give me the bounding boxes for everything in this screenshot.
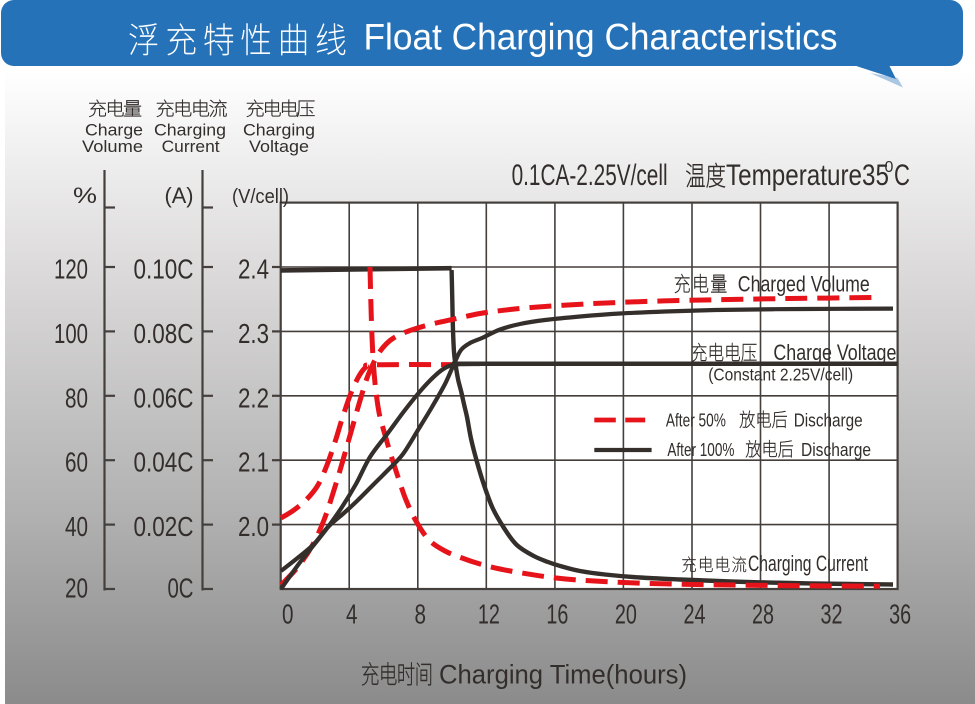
svg-text:16: 16 — [546, 599, 568, 630]
svg-text:40: 40 — [65, 511, 88, 542]
svg-text:Float Charging Characteristics: Float Charging Characteristics — [364, 17, 838, 58]
svg-text:(V/cell): (V/cell) — [232, 186, 289, 208]
svg-text:0: 0 — [282, 599, 294, 630]
svg-text:Current: Current — [162, 137, 220, 156]
svg-text:0: 0 — [885, 159, 894, 176]
svg-text:Discharge: Discharge — [794, 411, 863, 431]
svg-text:Charge: Charge — [85, 121, 143, 140]
svg-text:After 100%: After 100% — [667, 440, 734, 460]
svg-text:Charge Voltage: Charge Voltage — [773, 340, 896, 365]
svg-text:(A): (A) — [165, 183, 194, 208]
svg-text:After 50%: After 50% — [666, 411, 726, 431]
svg-text:20: 20 — [615, 599, 637, 630]
svg-text:2.0: 2.0 — [238, 511, 269, 542]
svg-text:12: 12 — [478, 599, 500, 630]
svg-text:0.10C: 0.10C — [134, 254, 194, 285]
svg-text:20: 20 — [65, 573, 88, 604]
svg-text:0.1CA-2.25V/cell: 0.1CA-2.25V/cell — [512, 159, 668, 192]
svg-text:100: 100 — [54, 318, 88, 349]
svg-text:4: 4 — [346, 599, 358, 630]
svg-text:%: % — [73, 183, 97, 208]
svg-text:Charging: Charging — [243, 121, 315, 140]
svg-text:2.4: 2.4 — [238, 254, 269, 285]
svg-text:24: 24 — [683, 599, 705, 630]
svg-text:36: 36 — [889, 599, 911, 630]
svg-text:0.08C: 0.08C — [134, 318, 194, 349]
svg-text:0C: 0C — [168, 573, 194, 604]
svg-text:Temperature35: Temperature35 — [726, 159, 889, 192]
svg-text:60: 60 — [65, 447, 88, 478]
svg-text:Discharge: Discharge — [801, 440, 871, 460]
svg-text:0.06C: 0.06C — [134, 382, 194, 413]
svg-text:(Constant 2.25V/cell): (Constant 2.25V/cell) — [708, 364, 853, 384]
svg-text:Voltage: Voltage — [249, 137, 309, 156]
svg-text:2.2: 2.2 — [238, 382, 269, 413]
svg-text:8: 8 — [415, 599, 427, 630]
svg-text:Charging: Charging — [154, 121, 226, 140]
svg-text:Charging Time(hours): Charging Time(hours) — [439, 660, 687, 690]
svg-text:120: 120 — [54, 254, 88, 285]
svg-text:Charging Current: Charging Current — [748, 551, 868, 576]
svg-text:2.1: 2.1 — [238, 447, 269, 478]
svg-text:Charged Volume: Charged Volume — [738, 272, 870, 297]
svg-text:2.3: 2.3 — [238, 318, 269, 349]
svg-text:Volume: Volume — [82, 137, 143, 156]
svg-text:0.02C: 0.02C — [134, 511, 194, 542]
svg-text:80: 80 — [65, 382, 88, 413]
svg-text:32: 32 — [821, 599, 843, 630]
svg-text:0.04C: 0.04C — [134, 447, 194, 478]
svg-text:C: C — [894, 159, 910, 192]
svg-text:28: 28 — [752, 599, 774, 630]
